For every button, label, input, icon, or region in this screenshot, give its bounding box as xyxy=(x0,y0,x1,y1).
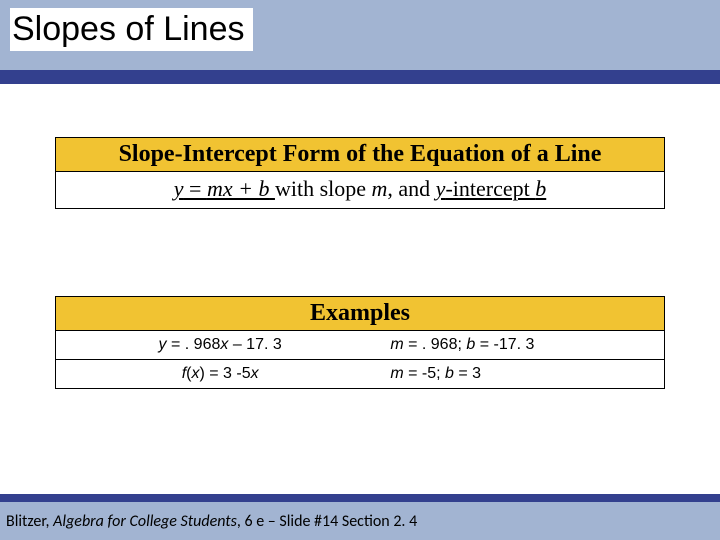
example-equation: y = . 968x – 17. 3 xyxy=(56,331,384,359)
intercept-text: -intercept xyxy=(445,176,535,201)
divider-bar-bottom xyxy=(0,494,720,502)
footer-book: Algebra for College Students xyxy=(53,512,237,531)
var-b: b xyxy=(466,336,475,353)
example-values: m = . 968; b = -17. 3 xyxy=(384,331,664,359)
footer-edition: , 6 e – Slide #14 Section 2. 4 xyxy=(237,512,417,531)
b-val: = 3 xyxy=(454,365,481,382)
eq-text: = . 968 xyxy=(167,336,221,353)
eq-mxb: mx + b xyxy=(207,176,270,201)
eq-eq: = xyxy=(184,176,207,201)
var-m: m xyxy=(390,365,403,382)
divider-bar-top xyxy=(0,70,720,84)
example-equation: f(x) = 3 -5x xyxy=(56,360,384,388)
var-m: m xyxy=(390,336,403,353)
example-row: f(x) = 3 -5x m = -5; b = 3 xyxy=(56,359,664,388)
definition-box: Slope-Intercept Form of the Equation of … xyxy=(55,137,665,209)
with-text: with slope xyxy=(275,176,372,201)
page-title: Slopes of Lines xyxy=(10,8,253,51)
and-text: and xyxy=(393,176,436,201)
slope-m: m xyxy=(372,176,388,201)
definition-body: y = mx + b with slope m, and y-intercept… xyxy=(56,172,664,208)
var-b: b xyxy=(445,365,454,382)
examples-heading: Examples xyxy=(56,297,664,331)
footer-text: Blitzer, Algebra for College Students, 6… xyxy=(6,512,417,531)
eq-tail: – 17. 3 xyxy=(228,336,281,353)
examples-box: Examples y = . 968x – 17. 3 m = . 968; b… xyxy=(55,296,665,389)
m-val: = -5; xyxy=(404,365,445,382)
example-row: y = . 968x – 17. 3 m = . 968; b = -17. 3 xyxy=(56,331,664,359)
example-values: m = -5; b = 3 xyxy=(384,360,664,388)
footer-band: Blitzer, Algebra for College Students, 6… xyxy=(0,502,720,540)
b-val: = -17. 3 xyxy=(475,336,534,353)
var-y: y xyxy=(159,336,167,353)
eq-y: y xyxy=(174,176,184,201)
definition-heading: Slope-Intercept Form of the Equation of … xyxy=(56,138,664,172)
m-val: = . 968; xyxy=(404,336,467,353)
intercept-b: b xyxy=(535,176,546,201)
slide: Slopes of Lines Slope-Intercept Form of … xyxy=(0,0,720,540)
footer-author: Blitzer, xyxy=(6,512,53,531)
var-x: x xyxy=(251,365,259,382)
y-intercept-y: y xyxy=(436,176,446,201)
eq-mid: ) = 3 -5 xyxy=(199,365,250,382)
